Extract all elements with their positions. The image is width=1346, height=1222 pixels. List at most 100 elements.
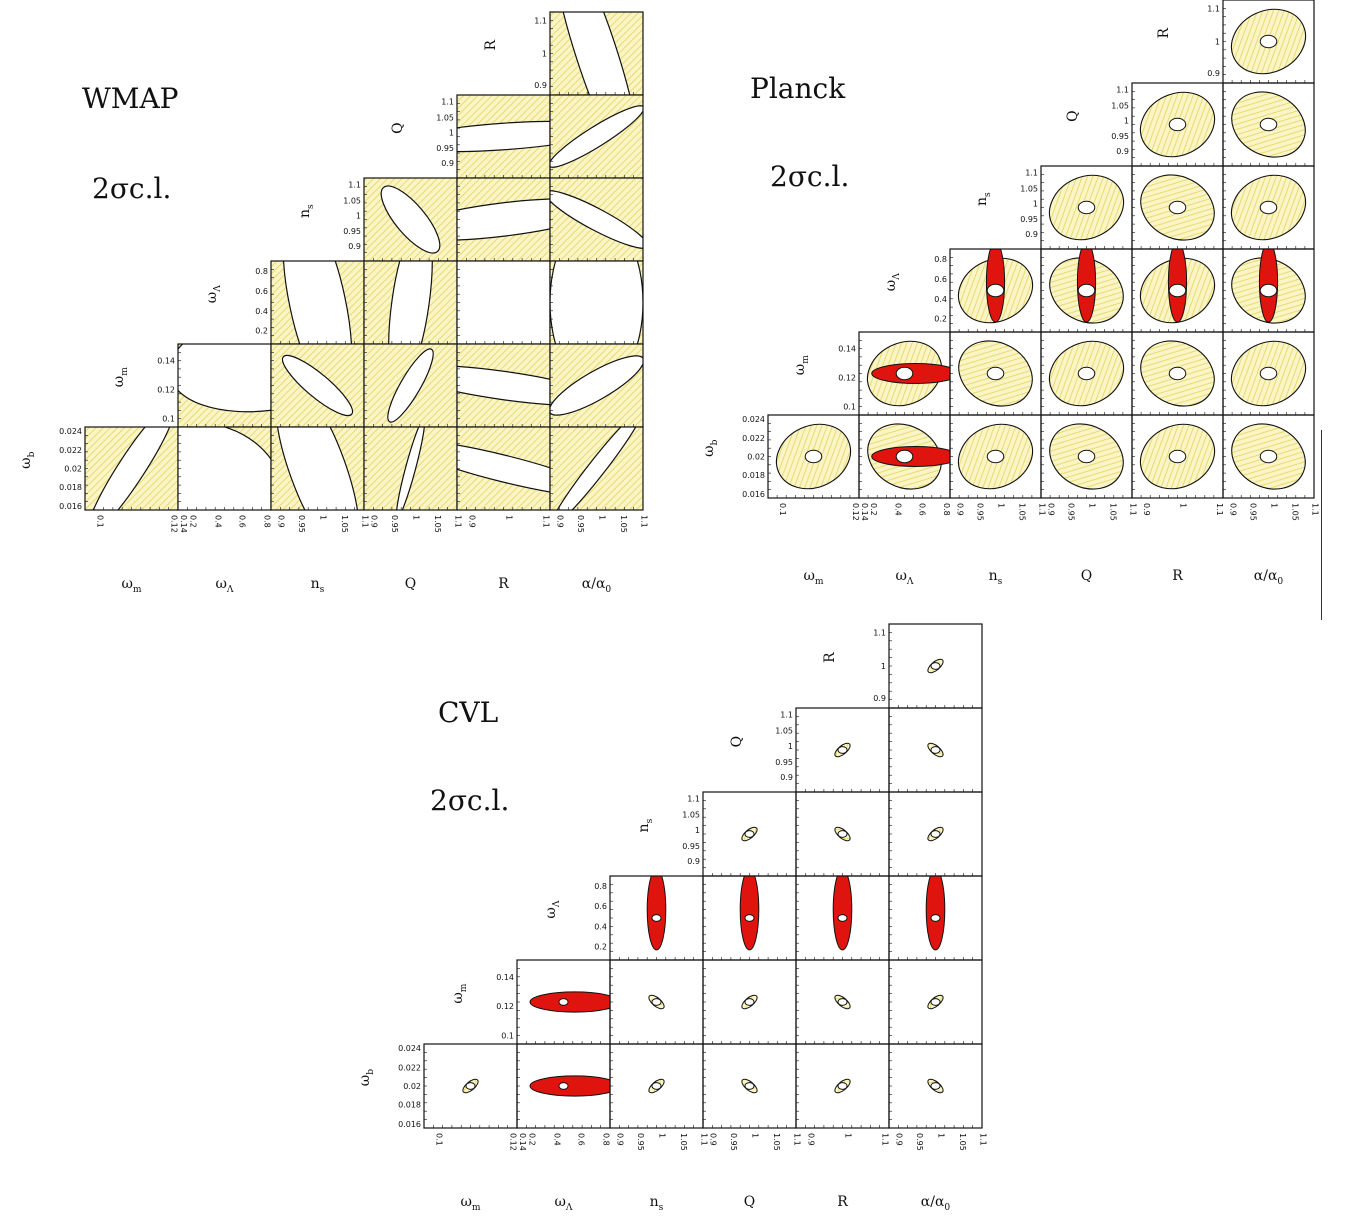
panel-R-vs-α/α_0 — [549, 11, 644, 96]
x-axis-label: Q — [744, 1194, 755, 1210]
y-tick-label: 0.02 — [747, 453, 765, 462]
x-axis-label: Q — [405, 576, 416, 592]
contour-2sigma — [86, 427, 177, 510]
panel-ω_m-vs-Q — [702, 959, 797, 1045]
x-tick-label: 0.95 — [636, 1133, 645, 1151]
y-axis-label: ns — [974, 192, 993, 206]
x-tick-label: 1 — [505, 515, 514, 520]
y-tick-label: 1.05 — [1020, 184, 1038, 193]
plot-subtitle: 2σc.l. — [770, 160, 849, 193]
y-tick-label: 0.8 — [255, 267, 268, 276]
y-axis-label: ωm — [792, 355, 811, 375]
x-tick-label: 0.9 — [806, 1133, 815, 1146]
x-tick-label: 0.9 — [1142, 503, 1151, 516]
contour-inner — [465, 1082, 476, 1090]
x-tick-label: 1 — [1179, 503, 1188, 508]
y-tick-label: 0.9 — [687, 857, 700, 866]
contour-inner — [1259, 366, 1278, 381]
y-tick-label: 1.1 — [873, 628, 886, 637]
x-tick-label: 1 — [997, 503, 1006, 508]
panel-ω_Λ-vs-n_s — [949, 248, 1042, 333]
y-tick-label: 1.05 — [775, 727, 793, 736]
panel-n_s-vs-R — [1131, 165, 1224, 250]
x-tick-label: 0.9 — [556, 515, 565, 528]
y-tick-label: 0.2 — [594, 943, 607, 952]
x-tick-label: 0.4 — [552, 1133, 561, 1146]
panel-ω_m-vs-R — [1131, 331, 1224, 416]
y-axis-label: Q — [729, 736, 745, 747]
panel-ω_b-vs-ω_m — [767, 414, 860, 499]
contour-2sigma — [457, 198, 550, 241]
contour-2sigma — [457, 261, 550, 344]
x-tick-label: 0.1 — [95, 515, 104, 528]
y-axis-label: ωΛ — [543, 900, 562, 918]
panel-n_s-vs-α/α_0 — [888, 791, 983, 877]
contour-inner — [1259, 449, 1278, 464]
x-tick-label: 0.9 — [895, 1133, 904, 1146]
x-tick-label: 0.12 — [851, 503, 860, 521]
contour-inner — [558, 998, 569, 1006]
panel-ω_m-vs-R — [795, 959, 890, 1045]
contour-inner — [1168, 117, 1187, 132]
contour-2sigma — [380, 185, 441, 254]
contour-inner — [895, 366, 914, 381]
contour-2sigma — [387, 348, 434, 423]
panel-ω_b-vs-ω_m — [84, 426, 179, 511]
page-edge-rule — [1321, 430, 1322, 620]
contour-inner — [1168, 200, 1187, 215]
y-axis-label-text: ωΛ — [204, 285, 223, 303]
y-tick-label: 0.2 — [255, 327, 268, 336]
y-tick-label: 0.024 — [59, 427, 82, 436]
contour-red — [832, 876, 853, 951]
y-tick-label: 0.018 — [398, 1100, 421, 1109]
x-tick-label: 0.9 — [709, 1133, 718, 1146]
panel-ω_m-vs-Q — [363, 343, 458, 428]
panel-ω_m-vs-ω_Λ — [516, 959, 611, 1045]
y-axis-label: ωm — [111, 367, 130, 387]
x-tick-label: 1.05 — [1017, 503, 1026, 521]
panel-ω_b-vs-ω_Λ — [177, 426, 272, 511]
x-tick-label: 1 — [658, 1133, 667, 1138]
contour-inner — [837, 1082, 848, 1090]
contour-2sigma — [275, 427, 360, 510]
panel-n_s-vs-Q — [702, 791, 797, 877]
y-tick-label: 0.95 — [682, 842, 700, 851]
contour-2sigma — [457, 364, 550, 407]
panel-ω_m-vs-α/α_0 — [888, 959, 983, 1045]
y-axis-label-text: ωΛ — [543, 900, 562, 918]
x-tick-label: 1.1 — [639, 515, 648, 528]
contour-inner — [837, 914, 848, 922]
contour-inner — [651, 914, 662, 922]
contour-inner — [651, 998, 662, 1006]
y-tick-label: 0.95 — [436, 144, 454, 153]
x-axis-label-text: ns — [989, 568, 1003, 587]
contour-red — [1076, 249, 1097, 323]
x-axis-label-text: Q — [744, 1194, 755, 1210]
panel-ω_b-vs-R — [1131, 414, 1224, 499]
contour-2sigma — [550, 355, 643, 416]
panel-ω_b-vs-n_s — [609, 1043, 704, 1129]
x-axis-label: ωm — [121, 576, 141, 595]
y-tick-label: 0.4 — [255, 307, 268, 316]
panel-ω_m-vs-α/α_0 — [549, 343, 644, 428]
y-tick-label: 0.8 — [594, 882, 607, 891]
y-tick-label: 1.1 — [1116, 86, 1129, 95]
y-axis-label: ns — [636, 818, 655, 832]
panel-n_s-vs-α/α_0 — [1222, 165, 1315, 250]
y-tick-label: 0.12 — [838, 374, 856, 383]
contour-2sigma — [550, 261, 643, 344]
y-tick-label: 0.9 — [348, 242, 361, 251]
y-tick-label: 0.9 — [873, 694, 886, 703]
y-axis-label: Q — [390, 122, 406, 133]
x-tick-label: 0.6 — [238, 515, 247, 528]
x-axis-label-text: ωΛ — [896, 568, 914, 587]
y-axis-label: ωb — [18, 451, 37, 468]
x-tick-label: 0.9 — [1047, 503, 1056, 516]
panel-ω_b-vs-n_s — [270, 426, 365, 511]
y-tick-label: 1 — [1124, 116, 1129, 125]
panel-ω_m-vs-n_s — [949, 331, 1042, 416]
y-tick-label: 0.95 — [1111, 132, 1129, 141]
x-axis-label: R — [1172, 568, 1183, 584]
x-axis-label-text: ωm — [121, 576, 141, 595]
contour-2sigma — [457, 439, 550, 498]
